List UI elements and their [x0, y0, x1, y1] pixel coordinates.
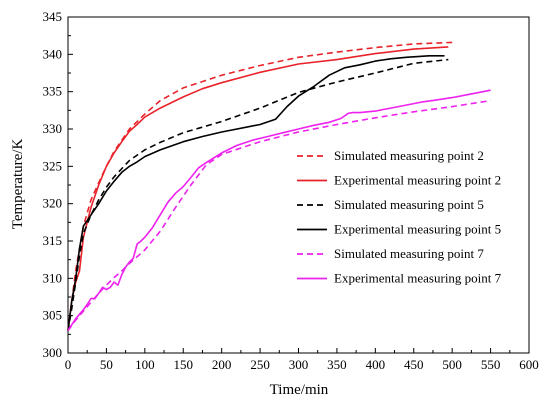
legend-label-5: Simulated measuring point 7 [334, 246, 484, 261]
y-tick-label: 315 [43, 233, 63, 248]
legend-label-1: Simulated measuring point 2 [334, 148, 484, 163]
x-tick-label: 150 [174, 357, 194, 372]
x-tick-label: 550 [481, 357, 501, 372]
x-tick-label: 300 [289, 357, 309, 372]
legend: Simulated measuring point 2 Experimental … [297, 148, 502, 286]
plot-area: 0 50 100 150 200 250 300 350 400 450 500 550 600 300 3… [43, 9, 539, 372]
legend-label-3: Simulated measuring point 5 [334, 197, 484, 212]
x-tick-label: 400 [366, 357, 386, 372]
x-tick-label: 250 [250, 357, 270, 372]
y-tick-label: 345 [43, 9, 63, 24]
y-tick-label: 320 [43, 196, 63, 211]
x-tick-label: 500 [442, 357, 462, 372]
x-tick-label: 200 [212, 357, 232, 372]
series-line-5 [67, 99, 491, 332]
series-line-4 [67, 55, 445, 331]
x-tick-label: 600 [519, 357, 539, 372]
series-line-3 [67, 58, 449, 331]
y-tick-label: 300 [43, 345, 63, 360]
x-axis-label: Time/min [270, 382, 329, 398]
y-tick-label: 325 [43, 158, 63, 173]
x-tick-label: 0 [65, 357, 72, 372]
series-line-1 [67, 41, 453, 331]
legend-label-4: Experimental measuring point 5 [334, 222, 501, 237]
y-tick-label: 340 [43, 46, 63, 61]
series-line-2 [67, 46, 449, 331]
y-axis-label: Temperature/K [10, 139, 26, 230]
x-tick-label: 50 [100, 357, 113, 372]
legend-label-2: Experimental measuring point 2 [334, 173, 501, 188]
y-tick-label: 310 [43, 270, 63, 285]
series-line-6 [67, 89, 491, 332]
y-tick-label: 330 [43, 121, 63, 136]
x-tick-label: 100 [135, 357, 155, 372]
x-tick-label: 450 [404, 357, 424, 372]
y-tick-label: 305 [43, 308, 63, 323]
x-tick-label: 350 [327, 357, 347, 372]
y-tick-label: 335 [43, 84, 63, 99]
legend-label-6: Experimental measuring point 7 [334, 271, 502, 286]
